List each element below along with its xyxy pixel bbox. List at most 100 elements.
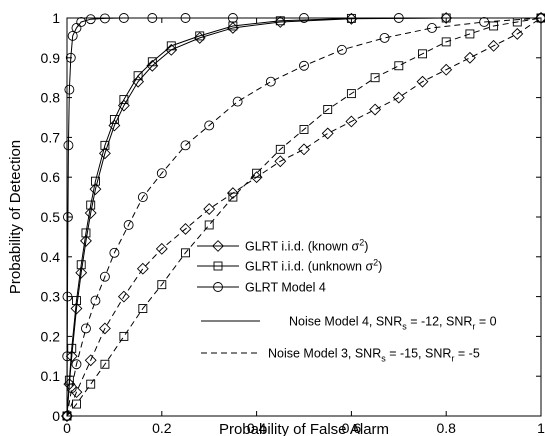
data-point-circle [62,212,73,222]
data-point-diamond [84,354,97,367]
data-point-circle [299,60,309,71]
data-point-square [147,57,157,67]
data-point-square [100,140,110,150]
data-point-square [275,144,285,154]
legend-label: GLRT Model 4 [245,281,326,295]
data-point-diamond [155,242,168,255]
data-point-diamond [193,31,206,44]
legend-label: Noise Model 4, SNRs = -12, SNRr = 0 [289,315,497,332]
y-tick-label: 0 [52,408,60,424]
data-point-circle [479,17,490,27]
data-point-circle [63,140,74,151]
data-point-square [76,260,86,270]
data-point-square [204,220,214,230]
data-point-square [119,95,129,105]
y-tick-label: 0.6 [41,169,61,185]
data-point-diamond [511,27,524,40]
data-point-circle [99,271,110,282]
y-tick-label: 0.5 [41,209,61,225]
data-point-circle [65,52,76,63]
data-point-diamond [98,147,111,160]
data-point-square [67,343,77,353]
data-point-circle [379,32,390,43]
data-point-diamond [369,103,382,116]
x-tick-label: 0.4 [247,420,267,436]
x-tick-label: 0.8 [436,420,456,436]
data-point-circle [265,76,276,87]
data-point-square [166,41,176,51]
legend-entry-square: GLRT i.i.d. (unknown σ2) [197,258,382,274]
legend-label: GLRT i.i.d. (unknown σ2) [245,258,382,274]
data-point-circle [85,14,96,25]
data-point-diamond [75,266,88,279]
y-tick-label: 0.7 [41,129,61,145]
data-point-diamond [416,75,429,88]
data-point-circle [71,359,82,370]
data-point-diamond [392,91,405,104]
x-tick-label: 0.6 [342,420,362,436]
series-line [66,17,542,417]
data-point-diamond [463,51,476,64]
data-point-square [228,21,238,31]
data-point-circle [71,23,82,33]
data-point-circle [204,120,215,131]
data-point-circle [90,295,101,306]
data-point-diamond [89,183,102,196]
data-point-square [157,280,167,290]
y-tick-label: 0.4 [41,249,61,265]
y-axis-label: Probability of Detection [7,140,24,294]
data-point-diamond [345,12,358,25]
data-point-diamond [274,155,287,168]
data-point-circle [232,96,243,107]
data-point-circle [81,323,91,334]
legend-marker-diamond [212,240,224,252]
data-point-square [86,379,96,389]
legend-label: Noise Model 3, SNRs = -15, SNRr = -5 [268,347,480,364]
data-point-square [181,248,190,258]
series-line [66,17,541,417]
data-point-diamond [298,143,310,156]
legend-label: GLRT i.i.d. (known σ2) [245,238,368,254]
data-point-diamond [226,22,239,34]
data-point-circle [76,17,87,27]
x-tick-label: 0.2 [152,420,172,436]
data-point-square [323,105,333,114]
data-point-diamond [440,63,453,76]
data-point-square [72,399,81,409]
data-point-circle [137,192,148,203]
data-point-circle [67,30,78,41]
data-point-square [109,115,119,124]
series-line [66,17,541,417]
y-tick-label: 0.2 [41,328,61,344]
data-point-diamond [80,234,92,247]
data-point-square [299,124,309,134]
data-point-diamond [61,410,73,422]
y-tick-label: 0.1 [41,368,61,384]
data-point-circle [180,140,191,151]
data-point-diamond [70,302,83,315]
data-point-square [441,37,451,47]
data-point-circle [64,84,75,95]
data-point-circle [123,220,134,230]
data-point-square [86,200,96,210]
data-point-square [465,29,475,39]
series-line [66,17,542,417]
data-point-diamond [146,59,159,72]
y-tick-label: 1 [52,10,60,26]
data-point-square [418,49,427,59]
data-point-square [370,73,380,83]
legend-entry-dashed: Noise Model 3, SNRs = -15, SNRr = -5 [201,347,480,364]
data-point-diamond [98,322,111,335]
data-point-diamond [250,171,263,184]
data-point-diamond [117,290,130,303]
legend-marker-circle [213,282,223,292]
data-point-square [195,31,205,41]
data-point-diamond [321,127,334,140]
data-point-square [100,359,110,369]
legend-entry-solid: Noise Model 4, SNRs = -12, SNRr = 0 [201,315,497,332]
data-point-square [228,192,238,202]
data-point-square [489,21,499,31]
data-point-circle [427,23,437,33]
